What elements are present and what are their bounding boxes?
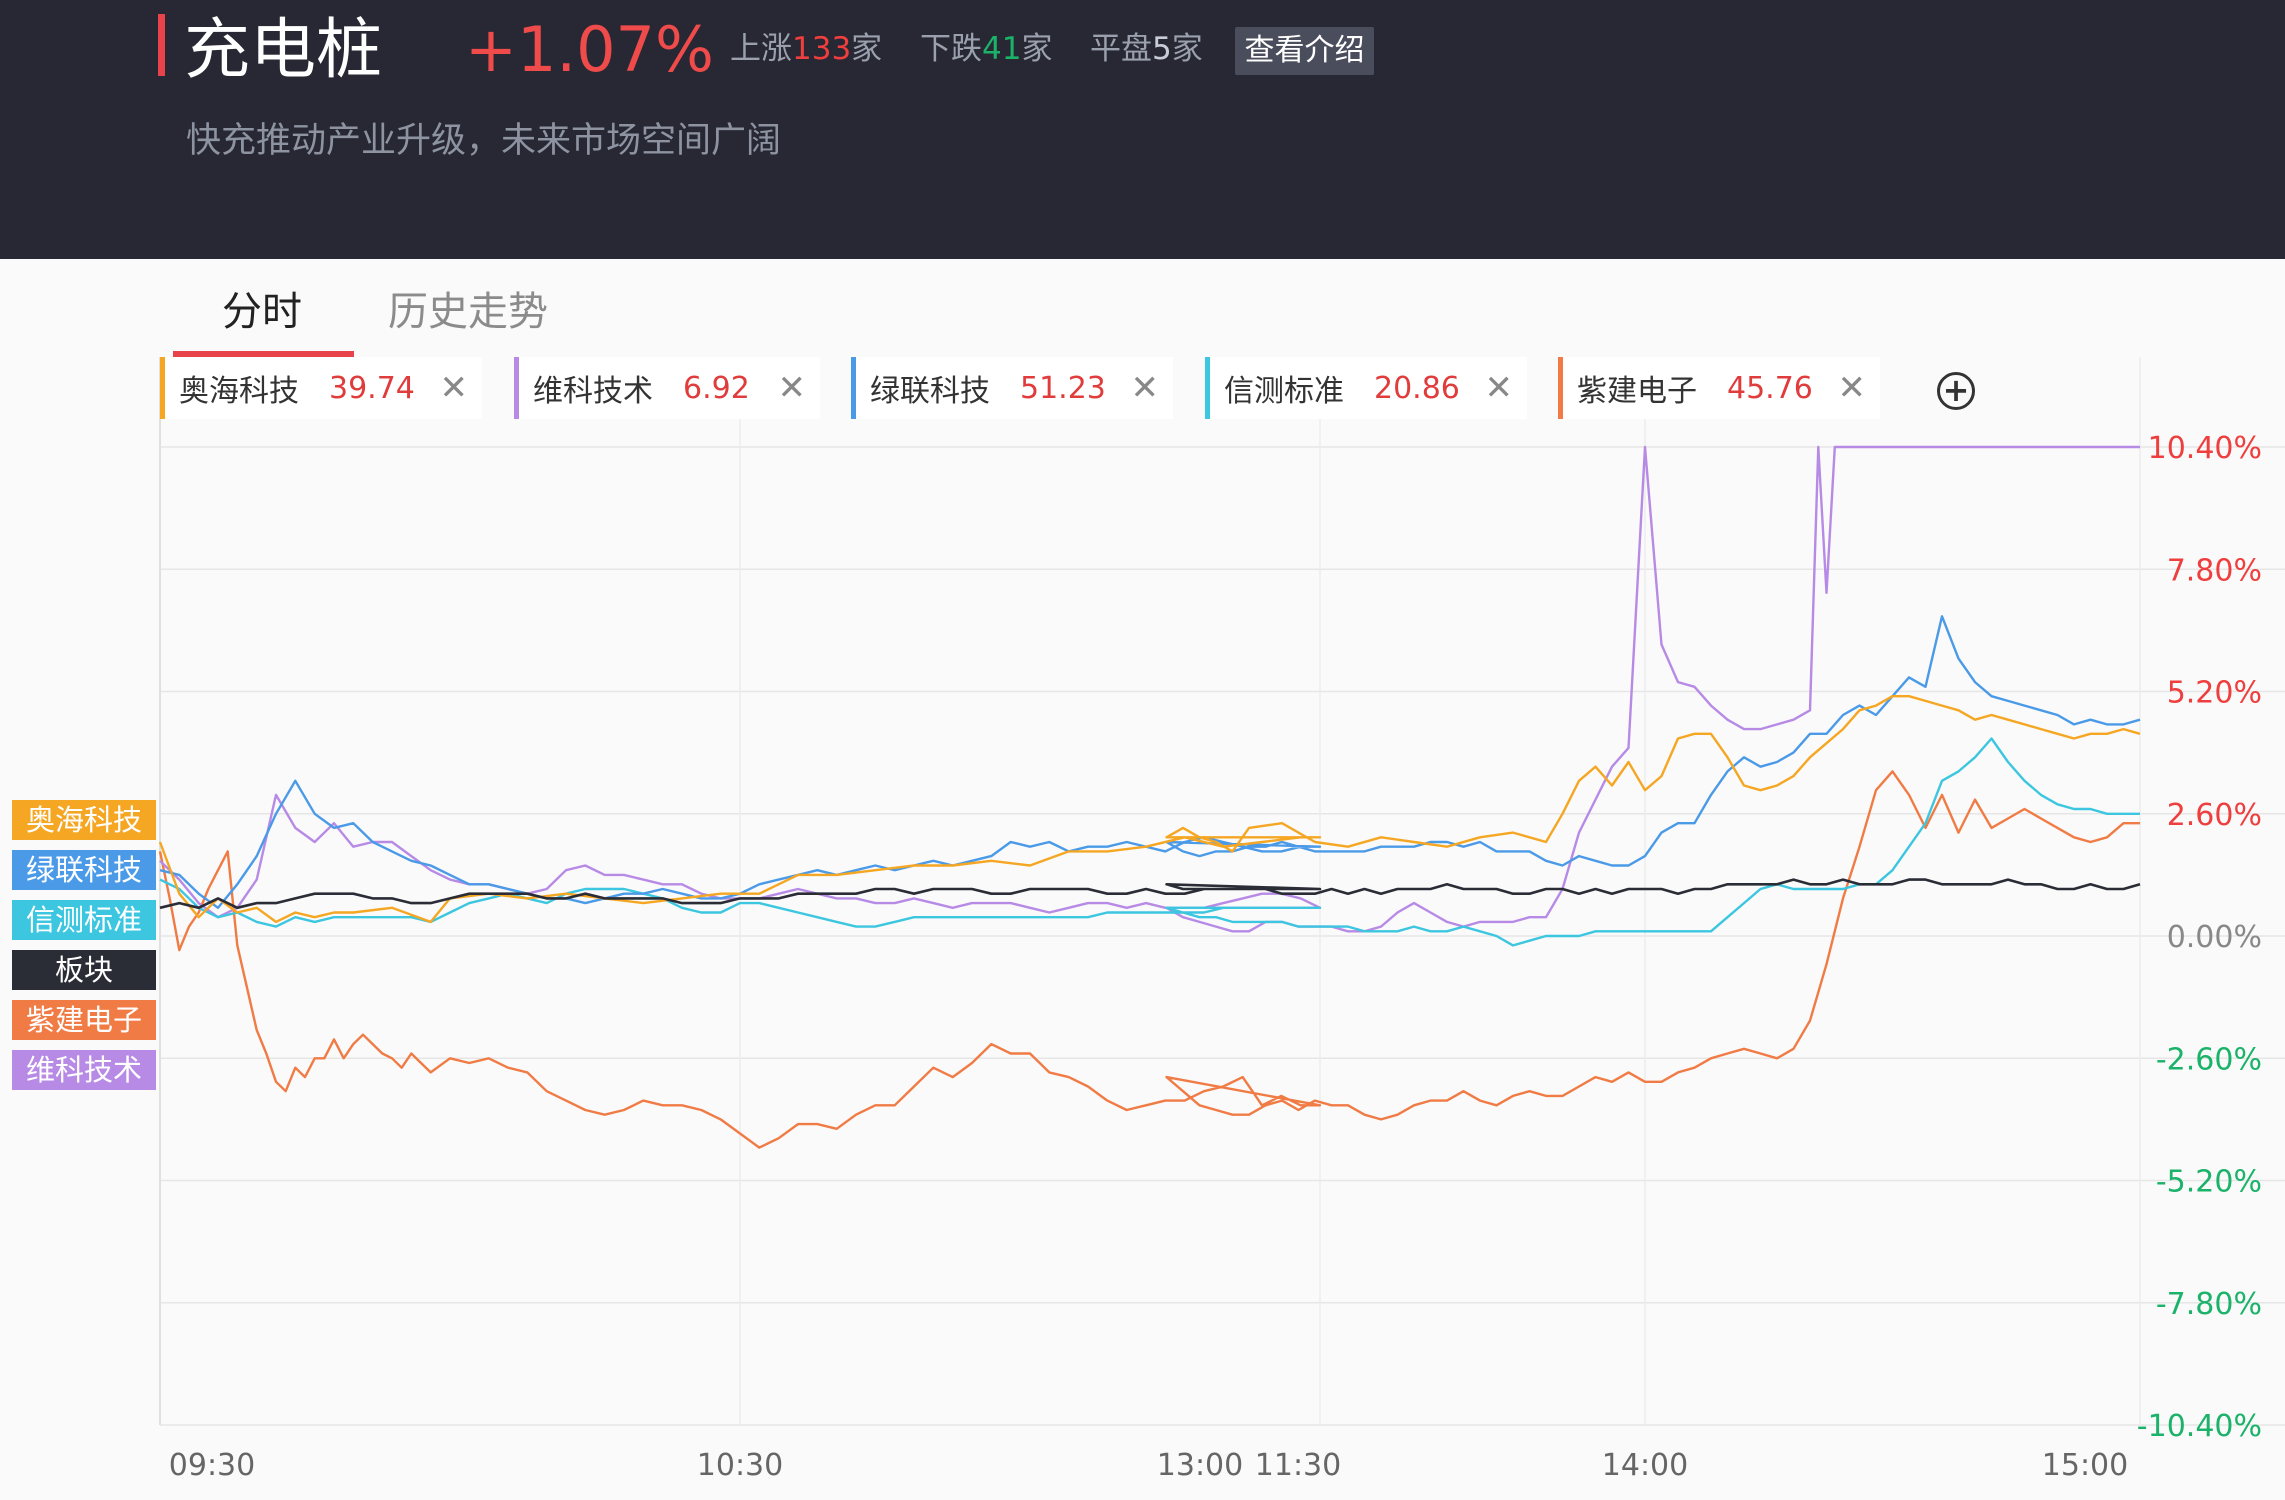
close-icon[interactable]: ✕ xyxy=(1484,368,1514,408)
y-axis-labels: 10.40% 7.80% 5.20% 2.60% 0.00% -2.60% -5.20% -7… xyxy=(2137,431,2262,1444)
stock-chip-name: 紫建电子 xyxy=(1577,374,1697,409)
stock-chip-aohai[interactable]: 奥海科技 39.74 ✕ xyxy=(160,357,482,419)
intraday-chart: 10.40% 7.80% 5.20% 2.60% 0.00% -2.60% -5.20% -7… xyxy=(158,357,2285,1483)
y-tick-label: -7.80% xyxy=(2156,1287,2262,1322)
up-count-stat: 上涨133家 xyxy=(730,26,882,72)
close-icon[interactable]: ✕ xyxy=(1130,368,1160,408)
stock-chip-name: 绿联科技 xyxy=(870,374,990,409)
plus-circle-icon[interactable]: + xyxy=(1937,372,1975,410)
stock-chip-lvlian[interactable]: 绿联科技 51.23 ✕ xyxy=(851,357,1173,419)
stock-chip-price: 6.92 xyxy=(683,370,750,406)
x-axis-labels: 09:30 10:30 11:30 13:00 14:00 15:00 xyxy=(169,1448,2128,1483)
up-label: 上涨 xyxy=(730,31,792,67)
stock-chip-name: 奥海科技 xyxy=(179,374,299,409)
y-tick-label: 5.20% xyxy=(2167,676,2262,711)
up-count: 133 xyxy=(792,31,852,67)
stock-chip-zijian[interactable]: 紫建电子 45.76 ✕ xyxy=(1558,357,1880,419)
active-tab-indicator xyxy=(173,351,354,357)
y-tick-label: 0.00% xyxy=(2167,920,2262,955)
y-tick-label: 10.40% xyxy=(2148,431,2262,466)
series-line xyxy=(159,615,2141,909)
stock-chip-xince[interactable]: 信测标准 20.86 ✕ xyxy=(1205,357,1527,419)
sector-subtitle: 快充推动产业升级，未来市场空间广阔 xyxy=(186,121,782,161)
legend-tag: 维科技术 xyxy=(12,1050,156,1090)
legend-tag: 信测标准 xyxy=(12,900,156,940)
y-tick-label: 2.60% xyxy=(2167,798,2262,833)
stock-chip-name: 维科技术 xyxy=(533,374,653,409)
legend-tag: 紫建电子 xyxy=(12,1000,156,1040)
close-icon[interactable]: ✕ xyxy=(1837,368,1867,408)
chart-series xyxy=(158,445,2141,1149)
stock-chip-name: 信测标准 xyxy=(1224,374,1344,409)
series-line xyxy=(159,878,2141,910)
chart-tabs: 分时 历史走势 xyxy=(0,259,2285,357)
tab-history[interactable]: 历史走势 xyxy=(388,289,548,335)
x-tick-label: 11:30 xyxy=(1255,1448,1341,1483)
y-tick-label: -5.20% xyxy=(2156,1165,2262,1200)
legend-tag: 绿联科技 xyxy=(12,850,156,890)
x-tick-label: 14:00 xyxy=(1602,1448,1688,1483)
stock-chip-price: 20.86 xyxy=(1374,370,1460,406)
x-tick-label: 13:00 xyxy=(1157,1448,1243,1483)
stock-chip-price: 51.23 xyxy=(1020,370,1106,406)
down-label: 下跌 xyxy=(920,31,982,67)
x-tick-label: 09:30 xyxy=(169,1448,255,1483)
stock-chip-weike[interactable]: 维科技术 6.92 ✕ xyxy=(514,357,820,419)
view-intro-button[interactable]: 查看介绍 xyxy=(1235,27,1374,75)
series-line xyxy=(158,695,2141,924)
sector-change-percent: +1.07% xyxy=(465,13,714,86)
sector-header: 充电桩 +1.07% 上涨133家 下跌41家 平盘5家 查看介绍 快充推动产业… xyxy=(0,0,2285,259)
legend-tag: 板块 xyxy=(12,950,156,990)
stock-chip-price: 45.76 xyxy=(1727,370,1813,406)
close-icon[interactable]: ✕ xyxy=(439,368,469,408)
y-tick-label: -10.40% xyxy=(2137,1409,2262,1444)
title-accent-bar xyxy=(158,14,165,76)
chart-grid xyxy=(159,357,2285,1426)
flat-label: 平盘 xyxy=(1090,31,1152,67)
up-unit: 家 xyxy=(851,31,883,67)
x-tick-label: 15:00 xyxy=(2042,1448,2128,1483)
series-line xyxy=(159,737,2140,947)
down-unit: 家 xyxy=(1021,31,1053,67)
flat-unit: 家 xyxy=(1171,31,1203,67)
down-count-stat: 下跌41家 xyxy=(920,26,1052,72)
tab-intraday[interactable]: 分时 xyxy=(222,289,302,335)
flat-count-stat: 平盘5家 xyxy=(1090,26,1203,72)
sector-title: 充电桩 xyxy=(184,11,382,88)
flat-count: 5 xyxy=(1152,31,1172,67)
legend-tag: 奥海科技 xyxy=(12,800,156,840)
x-tick-label: 10:30 xyxy=(697,1448,783,1483)
series-line xyxy=(158,770,2140,1149)
y-tick-label: -2.60% xyxy=(2156,1042,2262,1077)
series-line xyxy=(159,445,2140,933)
down-count: 41 xyxy=(982,31,1022,67)
y-tick-label: 7.80% xyxy=(2167,553,2262,588)
close-icon[interactable]: ✕ xyxy=(777,368,807,408)
stock-chip-price: 39.74 xyxy=(329,370,415,406)
